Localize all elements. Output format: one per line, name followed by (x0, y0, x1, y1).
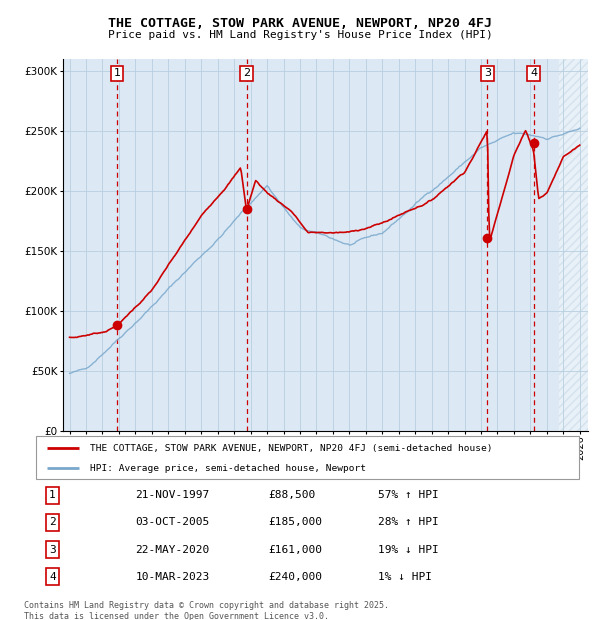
Text: £88,500: £88,500 (268, 490, 315, 500)
Text: £240,000: £240,000 (268, 572, 322, 582)
Text: 57% ↑ HPI: 57% ↑ HPI (378, 490, 439, 500)
Text: 1: 1 (49, 490, 56, 500)
Text: 21-NOV-1997: 21-NOV-1997 (136, 490, 209, 500)
Text: 1% ↓ HPI: 1% ↓ HPI (378, 572, 432, 582)
Text: HPI: Average price, semi-detached house, Newport: HPI: Average price, semi-detached house,… (91, 464, 366, 472)
Text: 2: 2 (49, 518, 56, 528)
Bar (559, 59, 588, 431)
Text: THE COTTAGE, STOW PARK AVENUE, NEWPORT, NP20 4FJ: THE COTTAGE, STOW PARK AVENUE, NEWPORT, … (108, 17, 492, 30)
Text: Price paid vs. HM Land Registry's House Price Index (HPI): Price paid vs. HM Land Registry's House … (107, 30, 493, 40)
Text: THE COTTAGE, STOW PARK AVENUE, NEWPORT, NP20 4FJ (semi-detached house): THE COTTAGE, STOW PARK AVENUE, NEWPORT, … (91, 444, 493, 453)
Text: £185,000: £185,000 (268, 518, 322, 528)
Text: 10-MAR-2023: 10-MAR-2023 (136, 572, 209, 582)
Text: 4: 4 (49, 572, 56, 582)
Text: 4: 4 (530, 68, 537, 78)
Text: 03-OCT-2005: 03-OCT-2005 (136, 518, 209, 528)
Text: 22-MAY-2020: 22-MAY-2020 (136, 544, 209, 554)
Text: 2: 2 (243, 68, 250, 78)
Text: £161,000: £161,000 (268, 544, 322, 554)
Text: 19% ↓ HPI: 19% ↓ HPI (378, 544, 439, 554)
FancyBboxPatch shape (36, 436, 579, 479)
Text: 3: 3 (484, 68, 491, 78)
Text: Contains HM Land Registry data © Crown copyright and database right 2025.
This d: Contains HM Land Registry data © Crown c… (24, 601, 389, 620)
Text: 28% ↑ HPI: 28% ↑ HPI (378, 518, 439, 528)
Text: 3: 3 (49, 544, 56, 554)
Text: 1: 1 (113, 68, 121, 78)
